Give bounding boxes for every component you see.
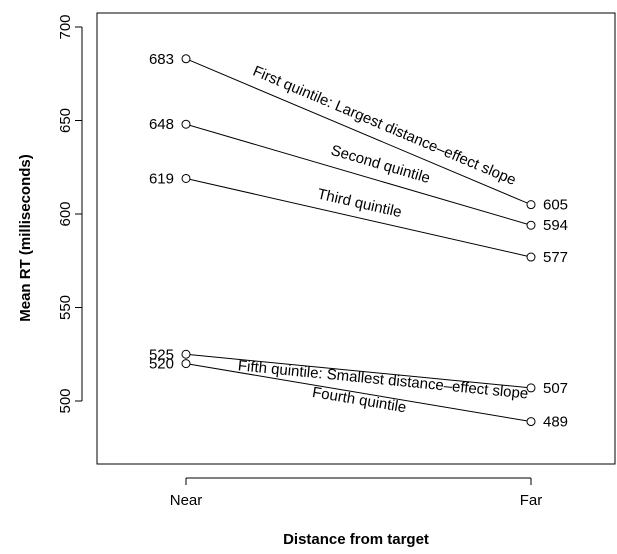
data-label: 489 xyxy=(543,414,568,431)
series-line xyxy=(189,178,528,257)
data-point xyxy=(526,252,536,262)
y-axis-title: Mean RT (milliseconds) xyxy=(17,154,34,322)
data-point xyxy=(181,359,191,369)
data-label: 648 xyxy=(149,116,174,133)
data-point xyxy=(181,54,191,64)
series-line xyxy=(189,363,528,422)
data-point xyxy=(181,173,191,183)
x-tick-label: Near xyxy=(170,492,203,509)
data-point xyxy=(526,200,536,210)
series-line xyxy=(189,354,528,389)
x-axis-ticks: Near Far xyxy=(170,478,543,509)
x-tick-label: Far xyxy=(520,492,543,509)
y-tick-label: 500 xyxy=(57,388,74,413)
data-label: 619 xyxy=(149,170,174,187)
data-point xyxy=(526,417,536,427)
data-point xyxy=(526,383,536,393)
series-line xyxy=(189,124,528,225)
series-name-label: Second quintile xyxy=(329,142,432,187)
y-tick-label: 550 xyxy=(57,295,74,320)
series-name-label: Third quintile xyxy=(316,186,404,222)
data-label: 683 xyxy=(149,51,174,68)
data-label: 605 xyxy=(543,197,568,214)
data-label: 525 xyxy=(149,346,174,363)
data-label: 594 xyxy=(543,217,568,234)
data-label: 520 xyxy=(149,356,174,373)
y-tick-label: 650 xyxy=(57,108,74,133)
data-label: 507 xyxy=(543,380,568,397)
x-axis-title: Distance from target xyxy=(283,531,429,548)
data-point xyxy=(526,220,536,230)
y-axis-ticks: 500 550 600 650 700 xyxy=(57,14,82,414)
y-tick-label: 600 xyxy=(57,201,74,226)
data-label: 577 xyxy=(543,249,568,266)
y-tick-label: 700 xyxy=(57,14,74,39)
data-point xyxy=(181,349,191,359)
plot-frame xyxy=(96,12,616,465)
data-point xyxy=(181,119,191,129)
series-line xyxy=(189,59,528,204)
